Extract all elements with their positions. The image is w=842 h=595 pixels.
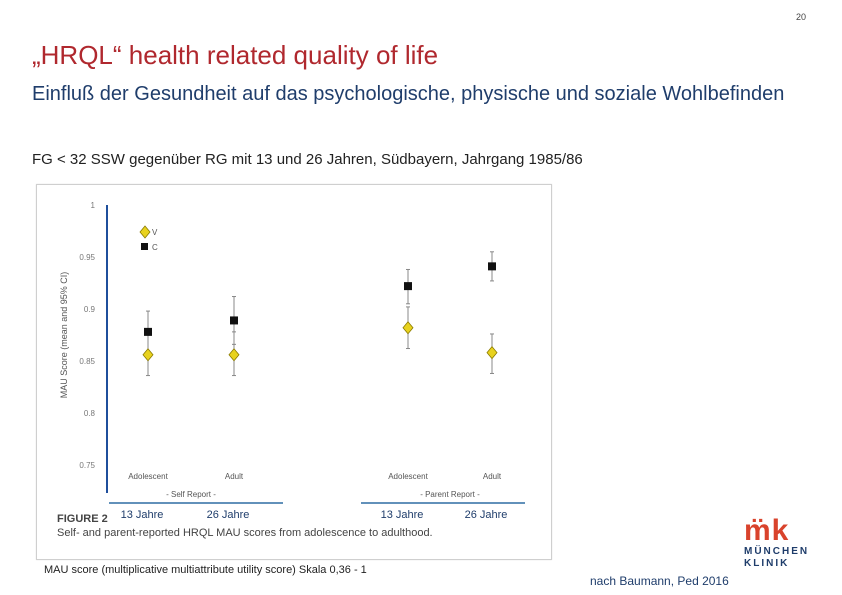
legend-marker-V — [139, 225, 151, 239]
age-label: 26 Jahre — [207, 509, 250, 521]
slide-title: „HRQL“ health related quality of life — [32, 40, 439, 70]
data-point-V — [402, 321, 414, 335]
x-category-label: Adult — [483, 472, 502, 481]
x-category-label: Adolescent — [388, 472, 428, 481]
page-number: 20 — [795, 12, 806, 22]
y-axis-title: MAU Score (mean and 95% CI) — [59, 272, 69, 399]
x-category-label: Adolescent — [128, 472, 168, 481]
y-tick-label: 0.8 — [84, 409, 96, 418]
age-label: 13 Jahre — [121, 509, 164, 521]
logo-line-1: MÜNCHEN — [744, 546, 810, 557]
legend-label-C: C — [152, 243, 158, 252]
group-label-parent-report: - Parent Report - — [420, 490, 480, 499]
data-point-V — [486, 346, 498, 360]
mau-score-chart: MAU Score (mean and 95% CI) 1 0.95 0.9 0.85 0… — [59, 201, 525, 521]
muenchen-klinik-logo: m̈k MÜNCHEN KLINIK — [744, 516, 824, 582]
logo-mark: m̈k — [744, 514, 790, 547]
study-note: FG < 32 SSW gegenüber RG mit 13 und 26 J… — [32, 151, 583, 168]
data-point-V — [228, 348, 240, 362]
y-tick-label: 1 — [91, 201, 96, 210]
age-label: 13 Jahre — [381, 509, 424, 521]
data-point-C — [230, 316, 238, 325]
age-label: 26 Jahre — [465, 509, 508, 521]
slide-subtitle: Einfluß der Gesundheit auf das psycholog… — [32, 83, 785, 105]
y-tick-label: 0.85 — [79, 357, 95, 366]
figure-label: FIGURE 2 — [57, 513, 108, 525]
legend-marker-C — [141, 243, 148, 250]
y-tick-label: 0.95 — [79, 253, 95, 262]
footnote: MAU score (multiplicative multiattribute… — [44, 564, 367, 576]
figure-panel: MAU Score (mean and 95% CI) 1 0.95 0.9 0.85 0… — [36, 184, 552, 560]
figure-caption: Self- and parent-reported HRQL MAU score… — [57, 527, 433, 539]
y-tick-label: 0.75 — [79, 461, 95, 470]
source-citation: nach Baumann, Ped 2016 — [590, 574, 729, 588]
y-tick-label: 0.9 — [84, 305, 96, 314]
data-point-C — [404, 282, 412, 291]
data-point-C — [144, 327, 152, 336]
legend-label-V: V — [152, 228, 158, 237]
logo-line-2: KLINIK — [744, 558, 790, 569]
data-point-V — [142, 348, 154, 362]
data-point-C — [488, 262, 496, 271]
x-category-label: Adult — [225, 472, 244, 481]
group-label-self-report: - Self Report - — [166, 490, 216, 499]
